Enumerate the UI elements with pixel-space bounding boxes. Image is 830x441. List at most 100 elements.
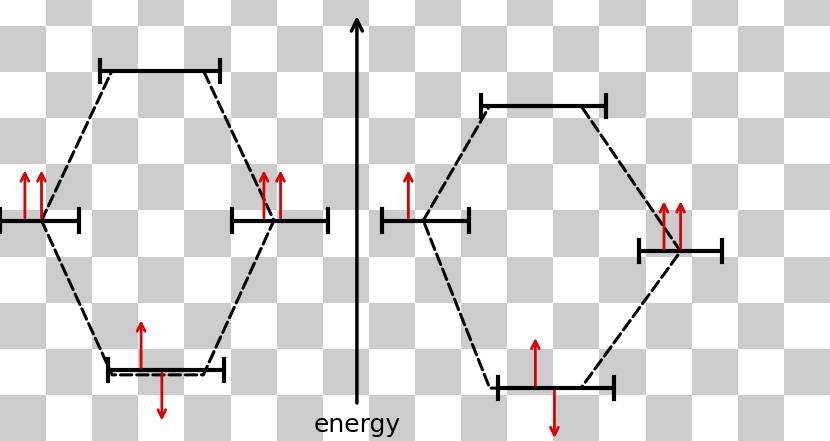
Bar xyxy=(184,164,231,210)
Bar xyxy=(415,118,461,164)
Bar xyxy=(738,349,784,395)
Bar xyxy=(276,164,323,210)
Bar xyxy=(461,349,507,395)
Bar xyxy=(46,0,92,26)
Bar xyxy=(92,257,139,303)
Bar xyxy=(276,26,323,72)
Bar xyxy=(507,210,554,257)
Bar xyxy=(139,395,184,441)
Bar xyxy=(646,0,691,26)
Bar xyxy=(738,72,784,118)
Bar xyxy=(92,72,139,118)
Bar xyxy=(646,303,691,349)
Bar xyxy=(139,72,184,118)
Bar xyxy=(646,118,691,164)
Bar xyxy=(507,164,554,210)
Bar xyxy=(461,0,507,26)
Bar xyxy=(231,164,276,210)
Bar xyxy=(554,257,599,303)
Bar xyxy=(415,72,461,118)
Bar xyxy=(369,303,415,349)
Bar xyxy=(184,26,231,72)
Bar xyxy=(599,257,646,303)
Bar xyxy=(323,26,369,72)
Bar xyxy=(646,164,691,210)
Bar xyxy=(415,210,461,257)
Bar xyxy=(276,349,323,395)
Bar xyxy=(184,0,231,26)
Bar xyxy=(507,118,554,164)
Bar xyxy=(369,0,415,26)
Bar xyxy=(231,303,276,349)
Bar xyxy=(599,0,646,26)
Bar xyxy=(92,164,139,210)
Bar xyxy=(369,164,415,210)
Bar xyxy=(784,0,830,26)
Bar xyxy=(231,118,276,164)
Bar xyxy=(738,303,784,349)
Bar xyxy=(46,118,92,164)
Bar xyxy=(0,0,46,26)
Bar xyxy=(92,26,139,72)
Bar xyxy=(691,395,738,441)
Bar xyxy=(276,0,323,26)
Bar xyxy=(369,118,415,164)
Bar xyxy=(369,257,415,303)
Bar xyxy=(323,118,369,164)
Bar xyxy=(184,257,231,303)
Bar xyxy=(461,118,507,164)
Bar xyxy=(646,395,691,441)
Bar xyxy=(691,257,738,303)
Bar xyxy=(554,164,599,210)
Bar xyxy=(46,303,92,349)
Bar xyxy=(554,72,599,118)
Bar xyxy=(784,395,830,441)
Bar xyxy=(92,303,139,349)
Bar xyxy=(323,349,369,395)
Bar xyxy=(691,0,738,26)
Bar xyxy=(738,257,784,303)
Bar xyxy=(691,72,738,118)
Bar xyxy=(415,349,461,395)
Bar xyxy=(461,210,507,257)
Bar xyxy=(323,0,369,26)
Bar xyxy=(554,395,599,441)
Bar xyxy=(507,26,554,72)
Bar xyxy=(0,72,46,118)
Bar xyxy=(139,118,184,164)
Bar xyxy=(691,210,738,257)
Bar xyxy=(184,303,231,349)
Bar xyxy=(184,72,231,118)
Bar xyxy=(461,257,507,303)
Bar xyxy=(369,26,415,72)
Bar xyxy=(0,26,46,72)
Bar xyxy=(139,0,184,26)
Bar xyxy=(46,210,92,257)
Bar xyxy=(415,257,461,303)
Bar xyxy=(323,257,369,303)
Bar xyxy=(599,349,646,395)
Bar xyxy=(231,210,276,257)
Bar xyxy=(0,349,46,395)
Bar xyxy=(276,303,323,349)
Bar xyxy=(46,72,92,118)
Bar xyxy=(46,395,92,441)
Bar xyxy=(738,0,784,26)
Bar xyxy=(276,72,323,118)
Bar xyxy=(323,303,369,349)
Bar xyxy=(554,0,599,26)
Bar xyxy=(461,303,507,349)
Bar xyxy=(415,164,461,210)
Bar xyxy=(139,257,184,303)
Bar xyxy=(139,164,184,210)
Bar xyxy=(784,72,830,118)
Bar xyxy=(369,395,415,441)
Bar xyxy=(554,349,599,395)
Bar xyxy=(691,26,738,72)
Bar xyxy=(784,303,830,349)
Bar xyxy=(276,118,323,164)
Bar xyxy=(784,118,830,164)
Bar xyxy=(231,395,276,441)
Bar xyxy=(738,164,784,210)
Bar xyxy=(323,395,369,441)
